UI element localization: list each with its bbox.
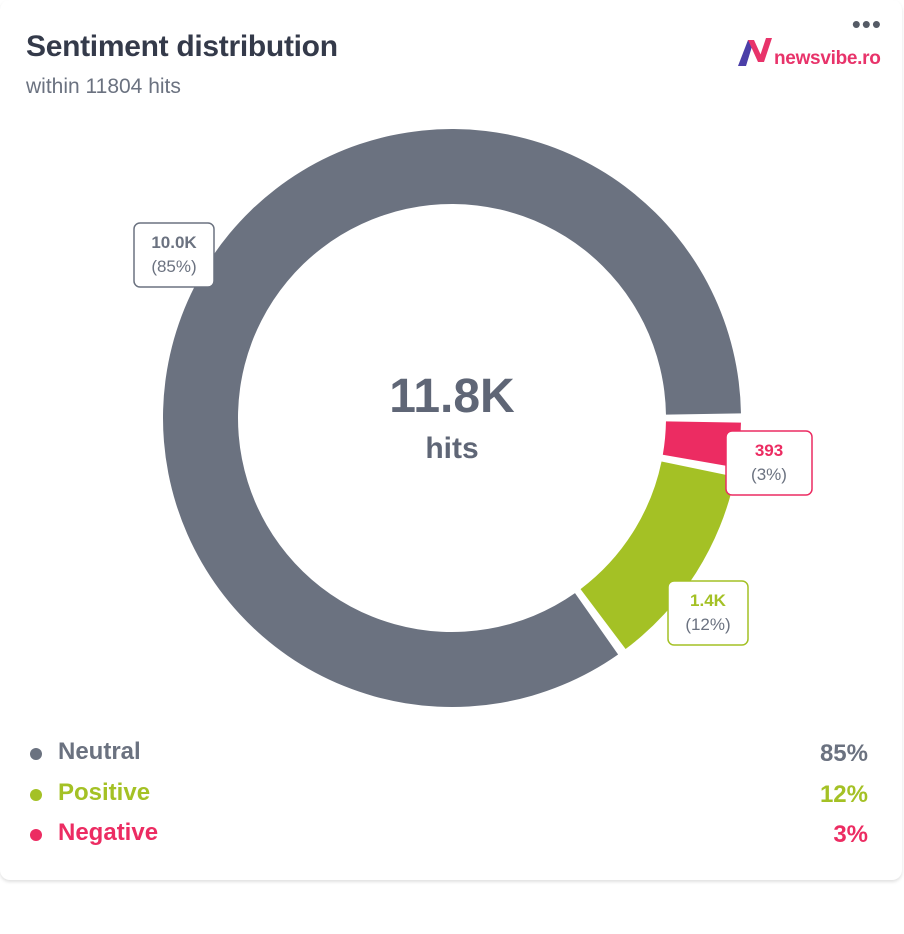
donut-chart: 10.0K (85%) 1.4K (12%) 393 (3%) 11.8K hits: [133, 129, 813, 708]
legend-item-negative[interactable]: Negative 3%: [28, 817, 868, 853]
data-label-value: 10.0K: [151, 233, 197, 252]
data-label-box: [133, 222, 215, 288]
data-label-box: [725, 430, 813, 496]
newsvibe-logo: newsvibe.ro: [736, 34, 886, 74]
data-label-value: 393: [755, 441, 783, 460]
legend-label: Positive: [58, 779, 151, 806]
data-label-negative: 393 (3%): [725, 430, 813, 496]
logo-text: newsvibe.ro: [774, 48, 881, 69]
legend-label: Negative: [58, 819, 159, 846]
data-label-positive: 1.4K (12%): [667, 580, 749, 646]
data-label-percent: (12%): [685, 615, 730, 634]
center-total-label: hits: [425, 432, 478, 465]
card-subtitle: within 11804 hits: [26, 75, 181, 98]
data-label-box: [667, 580, 749, 646]
legend-value: 12%: [819, 781, 868, 808]
center-total-value: 11.8K: [389, 370, 515, 423]
data-label-value: 1.4K: [690, 591, 727, 610]
donut-slice-negative[interactable]: [662, 421, 741, 468]
data-label-percent: (3%): [751, 465, 787, 484]
data-label-neutral: 10.0K (85%): [133, 222, 215, 288]
data-label-percent: (85%): [151, 257, 196, 276]
legend-item-neutral[interactable]: Neutral 85%: [28, 736, 868, 772]
legend-dot-negative: [30, 829, 42, 841]
legend-value: 85%: [819, 740, 868, 767]
more-horizontal-icon[interactable]: •••: [851, 9, 882, 39]
legend-item-positive[interactable]: Positive 12%: [28, 777, 868, 813]
sentiment-card: Sentiment distribution within 11804 hits…: [26, 9, 886, 853]
legend-label: Neutral: [58, 738, 141, 765]
legend-value: 3%: [833, 821, 868, 848]
legend-dot-neutral: [30, 748, 42, 760]
card-title: Sentiment distribution: [26, 30, 338, 63]
donut-slice-positive[interactable]: [580, 461, 735, 650]
newsvibe-n-logo-icon: [738, 38, 772, 66]
legend-dot-positive: [30, 789, 42, 801]
